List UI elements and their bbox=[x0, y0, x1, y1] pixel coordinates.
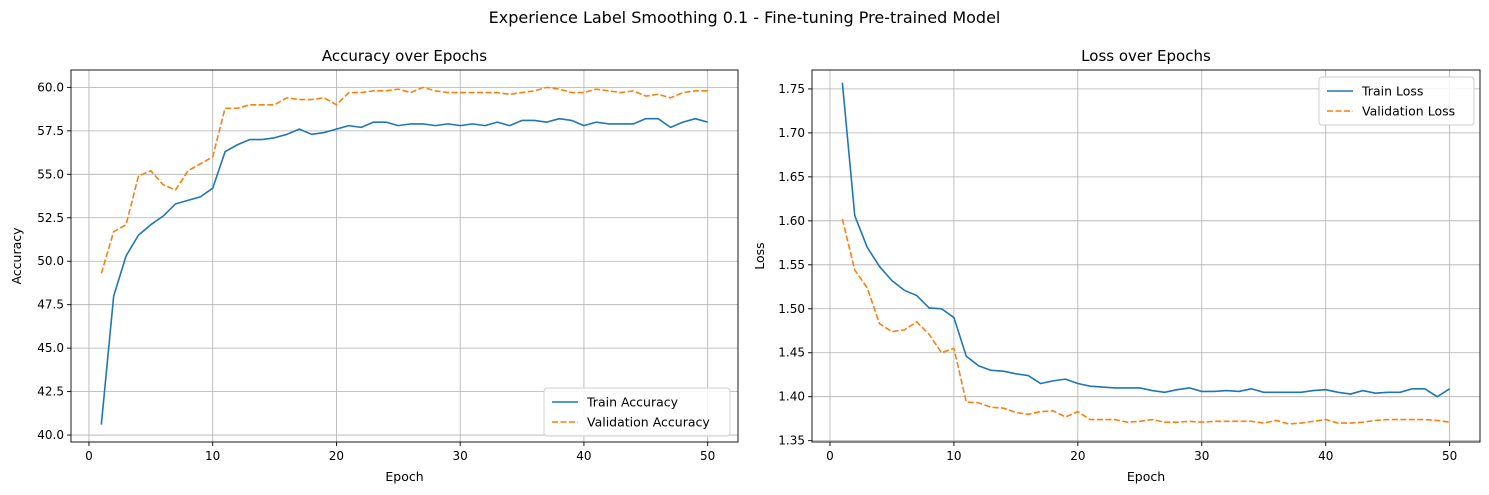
legend-label-train: Train Accuracy bbox=[586, 395, 679, 410]
legend-label-validation: Validation Accuracy bbox=[587, 415, 710, 430]
y-tick-label: 1.65 bbox=[778, 170, 805, 184]
x-axis-label: Epoch bbox=[385, 469, 423, 484]
x-tick-label: 40 bbox=[1318, 449, 1333, 463]
y-tick-label: 1.70 bbox=[778, 126, 805, 140]
y-tick-label: 1.50 bbox=[778, 302, 805, 316]
y-tick-label: 42.5 bbox=[37, 385, 64, 399]
y-tick-label: 52.5 bbox=[37, 211, 64, 225]
y-tick-label: 50.0 bbox=[37, 254, 64, 268]
legend-frame bbox=[543, 387, 731, 437]
series-line-train bbox=[841, 82, 1451, 398]
axes-frame bbox=[811, 69, 1481, 443]
x-tick-label: 0 bbox=[85, 449, 93, 463]
legend-frame bbox=[1318, 76, 1475, 126]
chart-title: Accuracy over Epochs bbox=[322, 47, 487, 65]
y-tick-label: 45.0 bbox=[37, 341, 64, 355]
x-tick-label: 10 bbox=[946, 449, 961, 463]
y-tick-label: 55.0 bbox=[37, 167, 64, 181]
x-axis-label: Epoch bbox=[1127, 469, 1165, 484]
y-axis-label: Loss bbox=[752, 242, 767, 269]
y-tick-label: 1.45 bbox=[778, 346, 805, 360]
y-tick-label: 1.75 bbox=[778, 82, 805, 96]
y-tick-label: 1.40 bbox=[778, 390, 805, 404]
legend: Train Loss Validation Loss bbox=[1318, 76, 1475, 126]
y-tick-label: 1.35 bbox=[778, 434, 805, 448]
y-tick-label: 40.0 bbox=[37, 428, 64, 442]
y-tick-label: 57.5 bbox=[37, 124, 64, 138]
series-line-train bbox=[100, 117, 708, 425]
chart-title: Loss over Epochs bbox=[1081, 47, 1211, 65]
x-tick-label: 0 bbox=[826, 449, 834, 463]
y-tick-label: 1.55 bbox=[778, 258, 805, 272]
x-tick-label: 20 bbox=[329, 449, 344, 463]
y-tick-label: 47.5 bbox=[37, 298, 64, 312]
legend-label-train: Train Loss bbox=[1361, 84, 1423, 99]
y-axis-label: Accuracy bbox=[9, 227, 24, 285]
x-tick-label: 30 bbox=[453, 449, 468, 463]
x-tick-label: 30 bbox=[1194, 449, 1209, 463]
x-tick-label: 20 bbox=[1070, 449, 1085, 463]
x-tick-label: 10 bbox=[205, 449, 220, 463]
legend-label-validation: Validation Loss bbox=[1362, 104, 1455, 119]
legend: Train Accuracy Validation Accuracy bbox=[543, 387, 731, 437]
y-tick-label: 1.60 bbox=[778, 214, 805, 228]
series-line-validation bbox=[100, 86, 708, 274]
y-tick-label: 60.0 bbox=[37, 80, 64, 94]
series-line-validation bbox=[841, 218, 1450, 425]
axes-frame bbox=[70, 69, 739, 443]
figure-suptitle: Experience Label Smoothing 0.1 - Fine-tu… bbox=[488, 8, 1001, 27]
x-tick-label: 50 bbox=[1442, 449, 1457, 463]
x-tick-label: 40 bbox=[576, 449, 591, 463]
x-tick-label: 50 bbox=[700, 449, 715, 463]
chart-panel-1: 0 10 20 30 40 50 40.0 42.5 45.0 47.5 50.0 52.5 55.0 5… bbox=[9, 47, 739, 484]
chart-panel-2: 0 10 20 30 40 50 1.35 1.40 1.45 1.50 1.55 1.60 1.65 1… bbox=[752, 47, 1481, 484]
